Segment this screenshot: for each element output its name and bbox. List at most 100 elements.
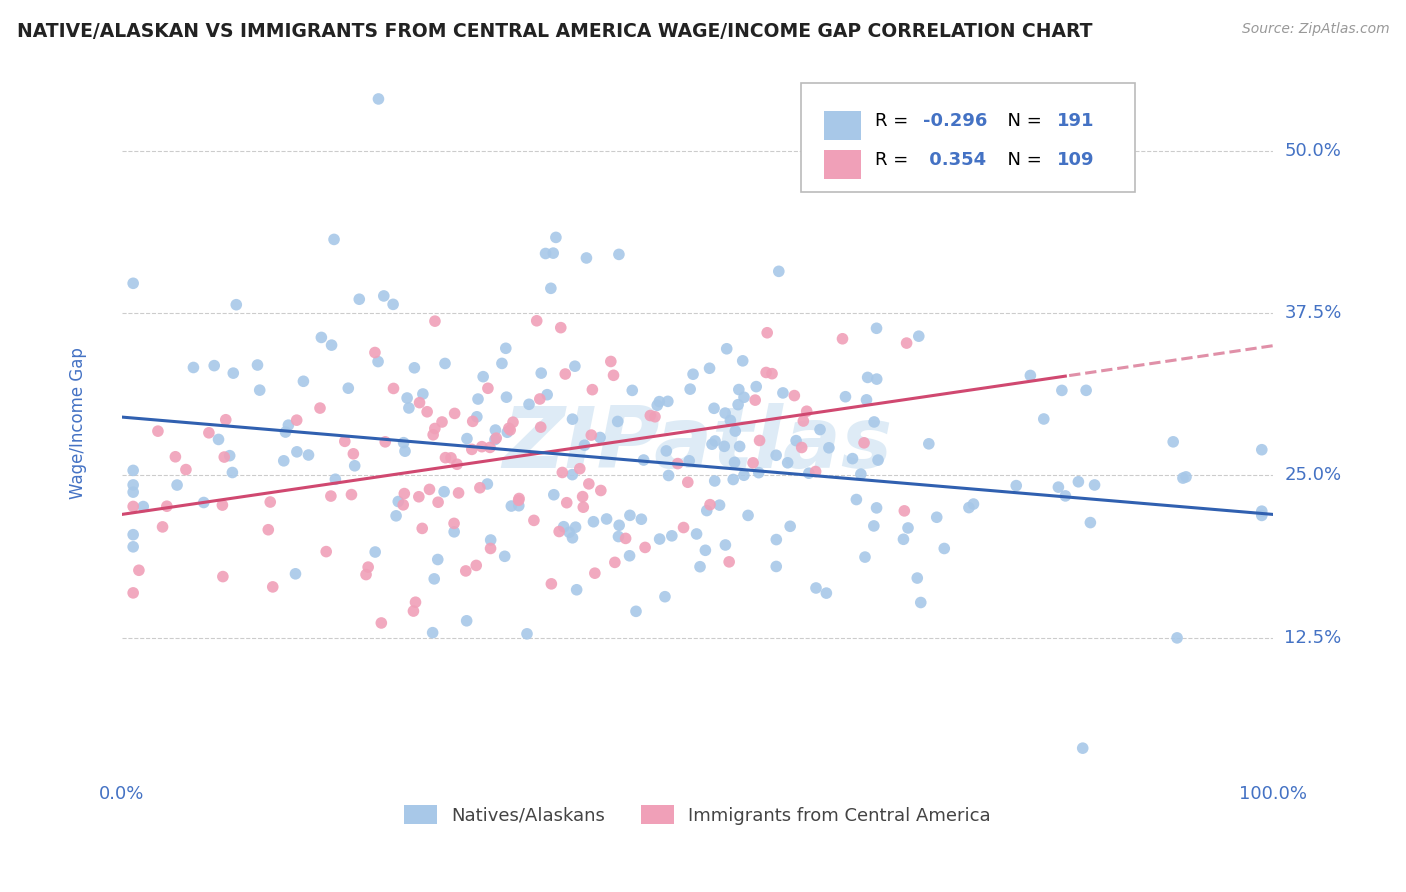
Point [808,423,831,437]
Point [536,387,558,401]
Point [1054,489,1077,503]
Point [554,367,576,381]
Point [501,499,523,513]
Point [555,496,578,510]
Point [408,395,430,409]
Point [709,498,731,512]
Point [367,354,389,368]
Point [700,437,723,451]
Point [364,345,387,359]
Point [292,374,315,388]
Point [581,428,603,442]
Point [1250,442,1272,457]
Point [724,424,747,438]
Point [285,413,308,427]
Point [561,467,583,482]
Text: 191: 191 [1057,112,1094,130]
Point [225,298,247,312]
Text: 37.5%: 37.5% [1285,304,1341,322]
Point [661,529,683,543]
Point [1161,434,1184,449]
Point [183,360,205,375]
Point [548,524,571,539]
Point [648,532,671,546]
Point [297,448,319,462]
Point [797,467,820,481]
Point [426,552,449,566]
Point [595,512,617,526]
Point [277,418,299,433]
Point [575,251,598,265]
Point [423,314,446,328]
Text: N =: N = [995,112,1047,130]
Point [1250,508,1272,523]
Point [934,541,956,556]
Point [198,425,221,440]
Point [564,359,586,374]
Point [772,385,794,400]
Point [614,532,637,546]
Point [897,521,920,535]
Point [606,414,628,428]
Point [387,494,409,508]
Point [484,423,506,437]
Point [165,450,187,464]
Point [841,451,863,466]
Point [630,512,652,526]
Point [831,332,853,346]
Point [212,569,235,583]
Point [1083,478,1105,492]
Point [443,516,465,531]
Point [633,453,655,467]
Point [645,398,668,412]
Point [718,555,741,569]
Text: 109: 109 [1057,151,1094,169]
Point [434,450,457,465]
Point [657,394,679,409]
Point [761,367,783,381]
Text: NATIVE/ALASKAN VS IMMIGRANTS FROM CENTRAL AMERICA WAGE/INCOME GAP CORRELATION CH: NATIVE/ALASKAN VS IMMIGRANTS FROM CENTRA… [17,22,1092,41]
Point [467,392,489,406]
Point [1076,384,1098,398]
Point [755,366,778,380]
Point [122,485,145,500]
Point [648,394,671,409]
Point [550,320,572,334]
Point [446,457,468,471]
Point [479,533,502,547]
Point [354,567,377,582]
Point [893,504,915,518]
Point [855,392,877,407]
Point [918,437,941,451]
Point [468,481,491,495]
Point [456,614,478,628]
Point [491,356,513,370]
Point [905,571,928,585]
Point [1071,741,1094,756]
Point [564,520,586,534]
Point [427,495,450,509]
Point [1019,368,1042,383]
Point [865,321,887,335]
Point [529,392,551,406]
Point [156,500,179,514]
Point [640,409,662,423]
Point [607,530,630,544]
Point [433,484,456,499]
Point [713,439,735,453]
Point [433,356,456,370]
Point [962,497,984,511]
Text: 12.5%: 12.5% [1285,629,1341,647]
Point [370,615,392,630]
Point [896,336,918,351]
Point [284,566,307,581]
Text: Source: ZipAtlas.com: Source: ZipAtlas.com [1241,22,1389,37]
Point [325,472,347,486]
Point [756,326,779,340]
Point [540,281,562,295]
Point [925,510,948,524]
Point [422,625,444,640]
Point [423,572,446,586]
Point [479,441,502,455]
Point [727,383,749,397]
